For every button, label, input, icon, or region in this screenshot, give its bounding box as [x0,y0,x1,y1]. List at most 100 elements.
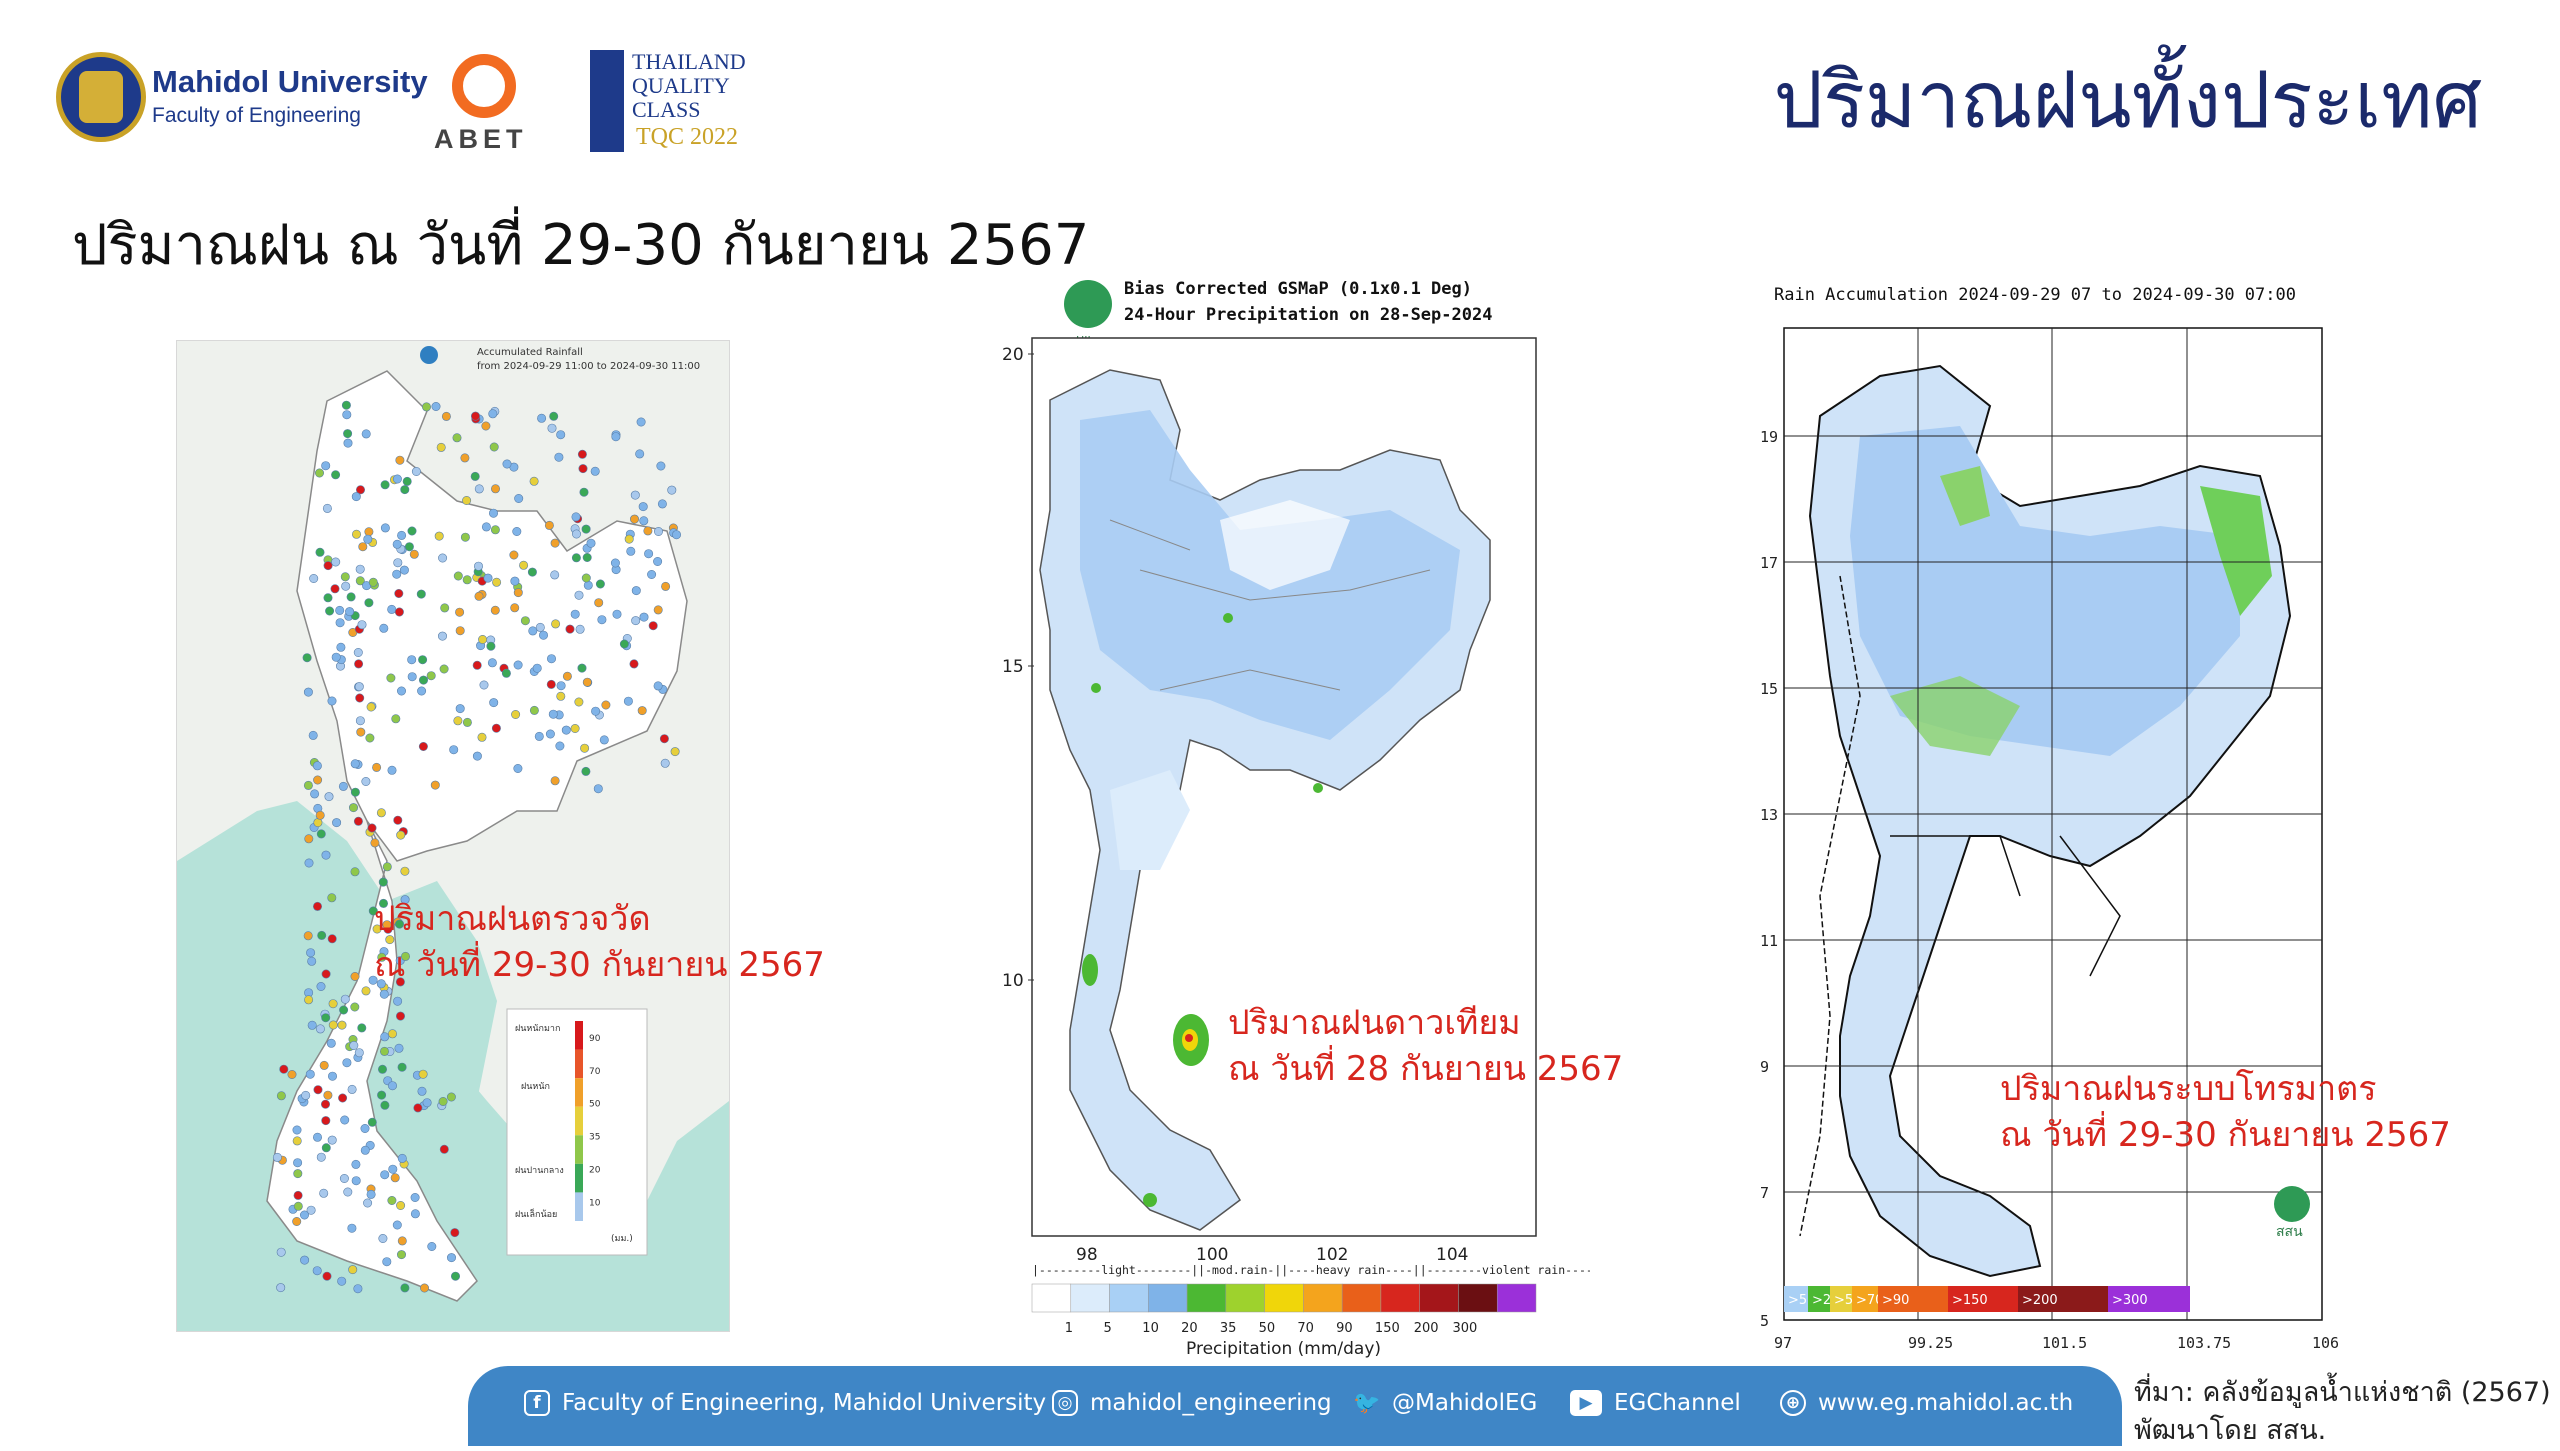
station-dot [562,671,572,681]
station-dot [422,402,432,412]
station-dot [361,986,371,996]
station-dot [452,433,462,443]
station-dot [357,620,367,630]
station-dot [332,818,342,828]
station-dot [315,547,325,557]
footer-website-link[interactable]: ⊕ www.eg.mahidol.ac.th [1780,1390,2073,1416]
map3-x-tick: 99.25 [1908,1334,1953,1352]
facebook-icon: f [524,1390,550,1416]
footer-facebook-link[interactable]: f Faculty of Engineering, Mahidol Univer… [524,1390,1046,1416]
rain-category-bar: |---------light--------||-mod.rain-||---… [1032,1263,1590,1277]
station-dot [302,653,312,663]
footer-twitter-link[interactable]: 🐦 @MahidolEG [1353,1390,1538,1416]
station-dot [565,624,575,634]
dry-patch [1220,500,1350,590]
station-dot [351,492,361,502]
station-dot [337,1276,347,1286]
station-dot [437,631,447,641]
station-dot [550,570,560,580]
station-dot [377,1090,387,1100]
station-dot [301,1090,311,1100]
colorbar-tick: 1 [1065,1321,1073,1336]
colorbar-tick: 5 [1104,1321,1112,1336]
legend-moderate: ฝนปานกลาง [515,1166,564,1176]
station-dot [315,1024,325,1034]
green-rain-cell-3 [1313,783,1323,793]
station-dot [350,971,360,981]
station-dot [330,584,340,594]
colorbar-tick: 90 [1336,1321,1353,1336]
station-dot [550,776,560,786]
station-dot [660,758,670,768]
station-dot [312,1266,322,1276]
map1-header-title: Accumulated Rainfall [477,347,583,358]
station-dot [404,542,414,552]
colorbar-tick: 200 [1414,1321,1439,1336]
station-dot [319,1060,329,1070]
station-map-caption: ปริมาณฝนตรวจวัด ณ วันที่ 29-30 กันยายน 2… [374,896,825,988]
station-dot [561,725,571,735]
station-dot [364,527,374,537]
station-dot [513,660,523,670]
footer-youtube-link[interactable]: ▶ EGChannel [1570,1390,1741,1416]
station-caption-line2: ณ วันที่ 29-30 กันยายน 2567 [374,945,825,985]
station-dot [342,410,352,420]
thailand-landmass [296,370,688,862]
station-dot [644,549,654,559]
footer-instagram-link[interactable]: ◎ mahidol_engineering [1052,1390,1332,1416]
station-dot [343,429,353,439]
station-dot [395,455,405,465]
station-dot [581,766,591,776]
map3-y-tick: 5 [1760,1312,1769,1330]
station-dot [416,589,426,599]
station-dot [351,1176,361,1186]
station-dot [667,485,677,495]
university-name: Mahidol University [152,64,428,99]
station-dot [590,466,600,476]
station-dots [272,400,681,1294]
station-dot [394,1043,404,1053]
colorbar-tick: 10 [1142,1321,1159,1336]
station-dot [341,581,351,591]
station-dot [379,623,389,633]
station-dot [486,641,496,651]
station-dot [439,664,449,674]
station-dot [418,655,428,665]
station-dot [380,523,390,533]
instagram-icon: ◎ [1052,1390,1078,1416]
station-dot [378,1064,388,1074]
station-dot [639,612,649,622]
station-dot [510,603,520,613]
station-dot [397,686,407,696]
station-dot [372,762,382,772]
station-dot [376,808,386,818]
station-dot [462,496,472,506]
station-dot [317,930,327,940]
station-dot [303,780,313,790]
telemetry-caption-line1: ปริมาณฝนระบบโทรมาตร [2000,1069,2377,1109]
colorbar-tick: 20 [1181,1321,1198,1336]
station-dot [321,461,331,471]
station-dot [489,442,499,452]
station-caption-line1: ปริมาณฝนตรวจวัด [374,899,651,939]
twitter-label: @MahidolEG [1392,1390,1538,1416]
legend-swatch [575,1078,583,1107]
station-dot [279,1064,289,1074]
station-dot [396,1011,406,1021]
station-dot [276,1283,286,1293]
legend-tick: 10 [589,1198,601,1208]
colorbar-swatch [1264,1283,1304,1313]
station-dot [488,409,498,419]
station-dot [386,673,396,683]
colorbar-swatch [1419,1283,1459,1313]
station-dot [396,1200,406,1210]
station-dot [356,727,366,737]
station-dot [293,1190,303,1200]
station-dot [331,557,341,567]
station-dot [439,1144,449,1154]
station-dot [637,706,647,716]
map2-y-axis: 20 15 10 [1002,345,1034,991]
station-dot [378,1233,388,1243]
station-dot [527,567,537,577]
station-dot [347,1084,357,1094]
